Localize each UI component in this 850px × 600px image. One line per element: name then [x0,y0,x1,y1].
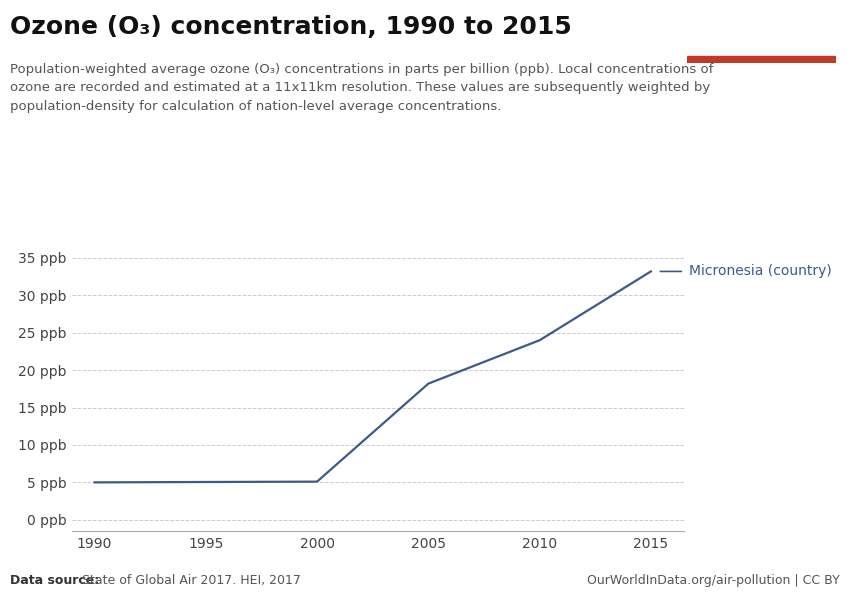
Text: Our World
in Data: Our World in Data [723,16,799,44]
Bar [687,56,836,63]
Text: Data source:: Data source: [10,574,104,587]
Text: Population-weighted average ozone (O₃) concentrations in parts per billion (ppb): Population-weighted average ozone (O₃) c… [10,63,714,113]
Text: State of Global Air 2017. HEI, 2017: State of Global Air 2017. HEI, 2017 [82,574,301,587]
Text: Micronesia (country): Micronesia (country) [688,265,831,278]
Text: Ozone (O₃) concentration, 1990 to 2015: Ozone (O₃) concentration, 1990 to 2015 [10,15,572,39]
Text: OurWorldInData.org/air-pollution | CC BY: OurWorldInData.org/air-pollution | CC BY [587,574,840,587]
